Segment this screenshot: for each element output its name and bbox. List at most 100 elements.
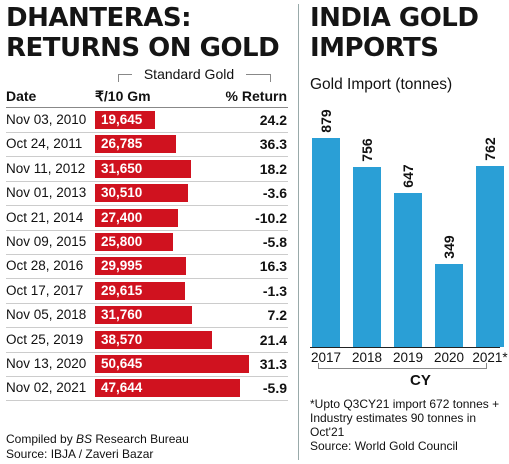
price-bar: 19,645 — [95, 111, 155, 129]
row-separator — [6, 376, 288, 377]
row-separator — [6, 400, 288, 402]
row-date: Nov 02, 2021 — [6, 380, 87, 396]
price-bar: 26,785 — [95, 135, 176, 154]
row-return: 16.3 — [259, 258, 287, 275]
header-rule — [6, 107, 288, 108]
price-bar: 30,510 — [95, 184, 188, 203]
price-value: 50,645 — [101, 356, 143, 371]
col-header-return: % Return — [225, 88, 287, 104]
right-title-line2: IMPORTS — [310, 33, 439, 63]
row-return: 36.3 — [259, 136, 287, 153]
import-value: 762 — [482, 137, 498, 161]
note-line3: Oct'21 — [310, 425, 345, 439]
row-return: 18.2 — [259, 160, 287, 177]
price-value: 31,650 — [101, 160, 143, 176]
price-value: 47,644 — [101, 380, 143, 396]
year-label: 2021* — [472, 350, 508, 365]
row-separator — [6, 254, 288, 255]
cy-label: CY — [406, 372, 435, 389]
left-title: DHANTERAS: RETURNS ON GOLD — [6, 3, 296, 63]
col-header-date: Date — [6, 88, 37, 104]
price-bar: 31,760 — [95, 306, 192, 325]
row-date: Nov 05, 2018 — [6, 307, 87, 323]
row-date: Oct 24, 2011 — [6, 136, 83, 152]
row-return: -5.8 — [262, 234, 287, 250]
row-date: Oct 17, 2017 — [6, 282, 84, 298]
left-title-line1: DHANTERAS: — [6, 3, 192, 33]
row-date: Nov 11, 2012 — [6, 160, 86, 176]
price-value: 25,800 — [101, 234, 143, 249]
row-date: Nov 09, 2015 — [6, 234, 87, 249]
cy-bracket-right — [486, 363, 487, 369]
price-bar: 38,570 — [95, 330, 212, 349]
standard-gold-label: Standard Gold — [132, 66, 246, 82]
cy-bracket-left — [318, 363, 319, 369]
price-value: 26,785 — [101, 136, 143, 152]
row-separator — [6, 180, 288, 182]
col-header-price: ₹/10 Gm — [95, 88, 151, 104]
right-title: INDIA GOLD IMPORTS — [310, 3, 505, 63]
price-bar: 29,615 — [95, 281, 185, 300]
import-bar — [394, 193, 422, 347]
import-bar — [476, 165, 504, 347]
price-value: 19,645 — [101, 112, 143, 127]
note-line2: Industry estimates 90 tonnes in — [310, 411, 477, 425]
year-label: 2017 — [310, 350, 342, 365]
price-value: 30,510 — [101, 185, 143, 201]
group-bracket-left — [118, 74, 119, 82]
import-value: 879 — [318, 109, 334, 133]
row-separator — [6, 327, 288, 329]
price-value: 29,615 — [101, 282, 143, 298]
row-separator — [6, 351, 288, 353]
row-separator — [6, 205, 288, 207]
year-label: 2018 — [351, 350, 383, 365]
price-value: 29,995 — [101, 258, 143, 274]
row-return: -1.3 — [262, 282, 287, 299]
import-value: 756 — [359, 138, 375, 162]
row-date: Nov 13, 2020 — [6, 356, 87, 371]
right-source: Source: World Gold Council — [310, 439, 458, 453]
row-date: Nov 03, 2010 — [6, 112, 87, 127]
compiled-by-bs: BS — [76, 432, 93, 446]
year-label: 2019 — [392, 350, 424, 365]
import-value: 349 — [441, 235, 457, 259]
row-return: 31.3 — [259, 356, 287, 372]
row-return: -3.6 — [262, 185, 287, 202]
compiled-by-suffix: Research Bureau — [92, 432, 189, 446]
note-line1: *Upto Q3CY21 import 672 tonnes + — [310, 397, 500, 411]
import-bar — [312, 137, 340, 347]
row-separator — [6, 132, 288, 133]
price-bar: 27,400 — [95, 208, 178, 227]
right-title-line1: INDIA GOLD — [310, 3, 479, 33]
panel-divider — [298, 4, 299, 460]
import-bar — [353, 167, 381, 347]
price-value: 27,400 — [101, 209, 143, 225]
x-axis-line — [310, 347, 500, 348]
price-bar: 31,650 — [95, 159, 191, 178]
compiled-by: Compiled by BS Research Bureau — [6, 432, 189, 447]
row-separator — [6, 278, 288, 280]
row-return: 24.2 — [259, 112, 287, 128]
cy-bracket-line — [318, 368, 486, 369]
group-bracket-right — [270, 74, 271, 82]
price-bar: 47,644 — [95, 379, 240, 398]
row-separator — [6, 302, 288, 304]
price-bar: 50,645 — [95, 355, 249, 373]
row-return: 7.2 — [267, 307, 287, 324]
price-bar: 25,800 — [95, 233, 173, 251]
row-date: Nov 01, 2013 — [6, 185, 87, 201]
left-title-line2: RETURNS ON GOLD — [6, 33, 280, 63]
row-date: Oct 21, 2014 — [6, 209, 84, 225]
compiled-by-prefix: Compiled by — [6, 432, 77, 446]
left-source: Source: IBJA / Zaveri Bazar — [6, 447, 154, 461]
row-separator — [6, 229, 288, 231]
price-value: 38,570 — [101, 331, 143, 347]
row-return: 21.4 — [259, 331, 287, 348]
price-bar: 29,995 — [95, 257, 186, 276]
row-date: Oct 25, 2019 — [6, 331, 84, 347]
year-label: 2020 — [433, 350, 465, 365]
import-subtitle: Gold Import (tonnes) — [310, 76, 453, 93]
row-return: -5.9 — [262, 380, 287, 397]
price-value: 31,760 — [101, 307, 143, 323]
row-separator — [6, 156, 288, 158]
